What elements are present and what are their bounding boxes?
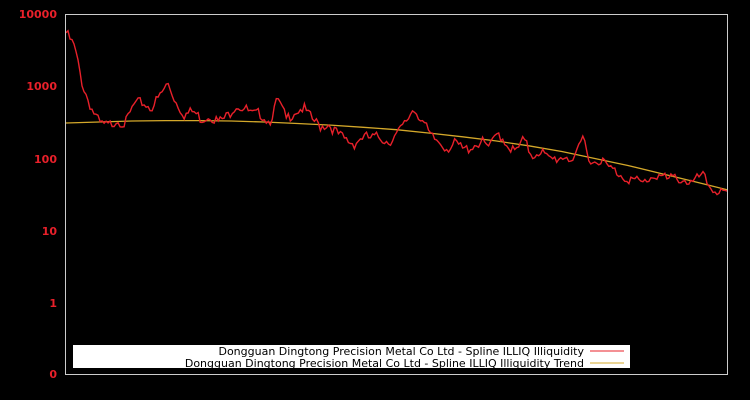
y-tick-label: 1 [49,297,57,310]
y-tick-label: 10000 [19,8,58,21]
y-tick-label: 1000 [26,80,57,93]
y-tick-label: 10 [42,225,58,238]
legend-label-series: Dongguan Dingtong Precision Metal Co Ltd… [218,345,584,358]
plot-frame [65,14,728,375]
y-tick-label: 100 [34,153,57,166]
legend-box [73,345,630,368]
y-tick-label: 0 [49,368,57,381]
legend: Dongguan Dingtong Precision Metal Co Ltd… [73,345,630,370]
y-axis-ticks: 10000 1000 100 10 1 0 [19,8,58,381]
illiquidity-line [65,29,728,196]
trend-line [65,119,728,191]
legend-label-trend: Dongguan Dingtong Precision Metal Co Ltd… [185,357,584,370]
